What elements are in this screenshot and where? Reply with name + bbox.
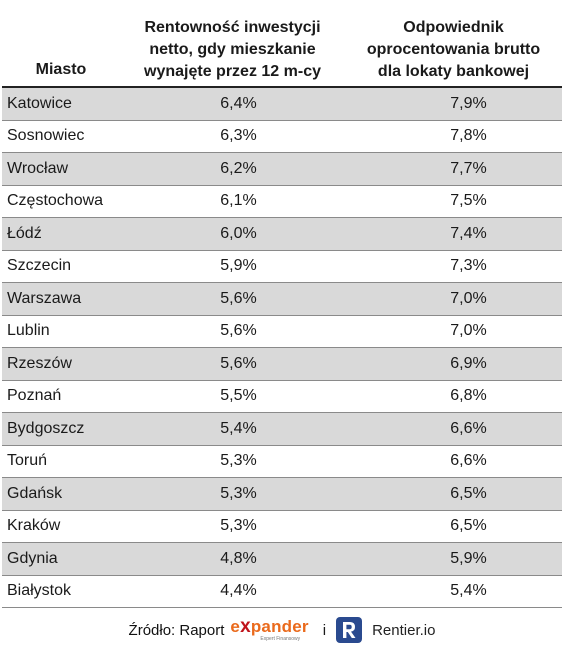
expander-logo: expander Expert Finansowy <box>230 616 309 642</box>
cell-net-return: 5,6% <box>220 354 257 372</box>
cell-city: Wrocław <box>7 159 69 177</box>
cell-deposit-equivalent: 6,8% <box>450 387 487 405</box>
cell-deposit-equivalent: 7,0% <box>450 322 487 340</box>
cell-deposit-equivalent: 7,0% <box>450 289 487 307</box>
header-deposit-line: oprocentowania brutto <box>366 41 541 58</box>
cell-net-return: 6,1% <box>220 192 257 210</box>
rentier-logo-icon <box>336 617 363 643</box>
cell-city: Lublin <box>7 322 50 340</box>
cell-deposit-equivalent: 6,5% <box>450 484 487 502</box>
table-row: Częstochowa 6,1% 7,5% <box>2 186 562 218</box>
cell-deposit-equivalent: 6,6% <box>450 452 487 470</box>
table-row: Szczecin 5,9% 7,3% <box>2 251 562 283</box>
cell-deposit-equivalent: 5,4% <box>450 582 487 600</box>
conjunction: i <box>322 621 327 639</box>
cell-deposit-equivalent: 6,6% <box>450 419 487 437</box>
source-label: Źródło: Raport <box>128 621 225 639</box>
table-row: Rzeszów 5,6% 6,9% <box>2 348 562 381</box>
cell-city: Sosnowiec <box>7 127 85 145</box>
cell-city: Toruń <box>7 452 48 470</box>
table-row: Gdynia 4,8% 5,9% <box>2 543 562 576</box>
cell-city: Gdynia <box>7 549 58 567</box>
table-row: Poznań 5,5% 6,8% <box>2 381 562 413</box>
cell-deposit-equivalent: 7,3% <box>450 257 487 275</box>
cell-net-return: 5,9% <box>220 257 257 275</box>
cell-city: Rzeszów <box>7 354 72 372</box>
table-row: Wrocław 6,2% 7,7% <box>2 153 562 186</box>
cell-net-return: 5,3% <box>220 452 257 470</box>
cell-net-return: 5,4% <box>220 419 257 437</box>
cell-net-return: 4,4% <box>220 582 257 600</box>
header-deposit-equivalent: Odpowiednik oprocentowania brutto dla lo… <box>345 17 562 86</box>
table-row: Lublin 5,6% 7,0% <box>2 316 562 348</box>
table-row: Łódź 6,0% 7,4% <box>2 218 562 251</box>
cell-net-return: 6,0% <box>220 224 257 242</box>
cell-city: Katowice <box>7 94 72 112</box>
cell-net-return: 6,4% <box>220 94 257 112</box>
cell-net-return: 5,3% <box>220 484 257 502</box>
cell-city: Łódź <box>7 224 42 242</box>
table-row: Bydgoszcz 5,4% 6,6% <box>2 413 562 446</box>
cell-deposit-equivalent: 7,4% <box>450 224 487 242</box>
cell-net-return: 4,8% <box>220 549 257 567</box>
table-row: Katowice 6,4% 7,9% <box>2 88 562 121</box>
table-row: Sosnowiec 6,3% 7,8% <box>2 121 562 153</box>
table-row: Toruń 5,3% 6,6% <box>2 446 562 478</box>
table-body: Katowice 6,4% 7,9% Sosnowiec 6,3% 7,8% Wrocław… <box>2 88 562 608</box>
source-footer: Źródło: Raport expander Expert Finansowy… <box>0 612 564 648</box>
cell-deposit-equivalent: 6,9% <box>450 354 487 372</box>
header-deposit-line: Odpowiednik <box>403 19 504 36</box>
header-deposit-line: dla lokaty bankowej <box>377 63 530 80</box>
cell-deposit-equivalent: 5,9% <box>450 549 487 567</box>
cell-city: Gdańsk <box>7 484 63 502</box>
cell-city: Szczecin <box>7 257 72 275</box>
cell-city: Bydgoszcz <box>7 419 85 437</box>
cell-deposit-equivalent: 7,9% <box>450 94 487 112</box>
cell-deposit-equivalent: 7,8% <box>450 127 487 145</box>
header-city: Miasto <box>35 61 87 78</box>
header-net-return: Rentowność inwestycji netto, gdy mieszka… <box>120 17 345 86</box>
cell-city: Białystok <box>7 582 72 600</box>
cell-net-return: 5,6% <box>220 289 257 307</box>
table-row: Kraków 5,3% 6,5% <box>2 511 562 543</box>
table-row: Białystok 4,4% 5,4% <box>2 576 562 608</box>
cell-net-return: 5,3% <box>220 517 257 535</box>
cell-city: Poznań <box>7 387 62 405</box>
table-row: Warszawa 5,6% 7,0% <box>2 283 562 316</box>
table-row: Gdańsk 5,3% 6,5% <box>2 478 562 511</box>
rentier-name: Rentier.io <box>372 621 436 639</box>
header-net-return-line: Rentowność inwestycji <box>144 19 321 36</box>
table-header: Miasto Rentowność inwestycji netto, gdy … <box>2 0 562 88</box>
cell-city: Warszawa <box>7 289 82 307</box>
cell-city: Kraków <box>7 517 61 535</box>
cell-net-return: 5,6% <box>220 322 257 340</box>
header-net-return-line: wynajęte przez 12 m-cy <box>144 63 321 80</box>
cell-net-return: 5,5% <box>220 387 257 405</box>
cell-deposit-equivalent: 6,5% <box>450 517 487 535</box>
cell-deposit-equivalent: 7,7% <box>450 159 487 177</box>
cell-city: Częstochowa <box>7 192 104 210</box>
header-net-return-line: netto, gdy mieszkanie <box>149 41 316 58</box>
cell-net-return: 6,2% <box>220 159 257 177</box>
rental-yield-table: Miasto Rentowność inwestycji netto, gdy … <box>2 0 562 608</box>
cell-net-return: 6,3% <box>220 127 257 145</box>
cell-deposit-equivalent: 7,5% <box>450 192 487 210</box>
